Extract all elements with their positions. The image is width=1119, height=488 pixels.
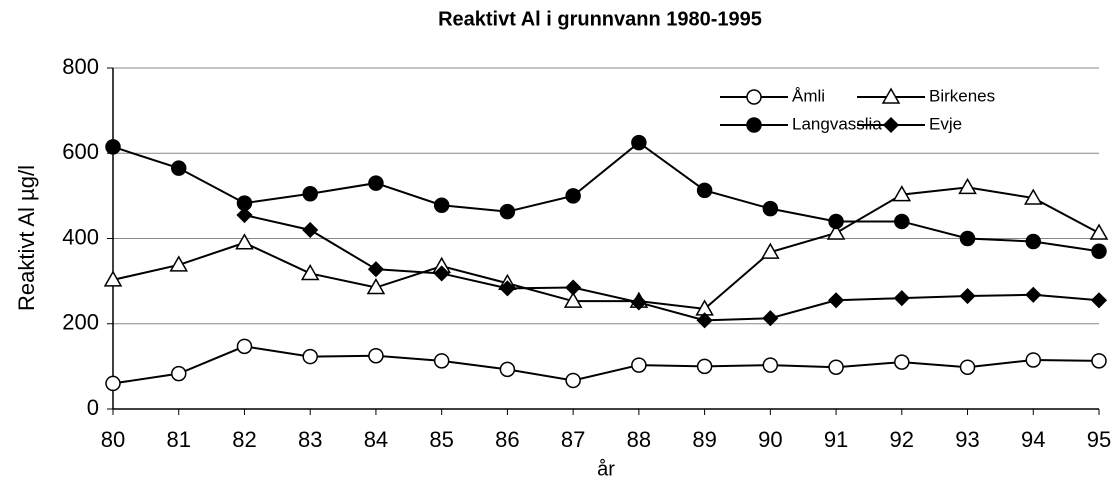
data-point [696, 358, 713, 375]
y-tick-label: 800 [62, 54, 99, 79]
data-point [433, 197, 450, 214]
data-point [1025, 352, 1042, 368]
data-point [366, 278, 386, 295]
y-tick-label: 200 [62, 310, 99, 335]
x-tick-label: 86 [495, 427, 519, 452]
y-tick-label: 400 [62, 224, 99, 249]
data-point [1089, 223, 1109, 240]
data-point [170, 160, 187, 176]
legend-marker [882, 116, 900, 134]
legend-marker [881, 87, 901, 104]
series-line [112, 186, 1100, 310]
data-point [893, 290, 910, 307]
x-tick-label: 91 [824, 427, 848, 452]
data-point [368, 175, 384, 191]
x-tick-label: 83 [298, 427, 322, 452]
data-point [302, 221, 319, 239]
x-tick-label: 85 [429, 427, 453, 452]
data-point [696, 182, 713, 199]
data-point [236, 338, 253, 355]
x-tick-label: 80 [101, 427, 125, 452]
data-point [1023, 188, 1043, 205]
data-point [1025, 233, 1042, 250]
data-point [368, 347, 384, 364]
data-point [565, 372, 581, 389]
data-point [958, 177, 977, 195]
data-point [169, 255, 189, 272]
data-point [826, 223, 846, 240]
data-point [1025, 286, 1042, 303]
data-point [894, 213, 910, 230]
data-point [959, 359, 976, 375]
data-point [1091, 353, 1107, 369]
data-point [892, 185, 912, 202]
x-axis-label: år [597, 458, 615, 480]
legend-label: Åmli [792, 86, 825, 105]
data-point [1090, 292, 1108, 309]
data-point [170, 365, 187, 382]
x-tick-label: 92 [890, 427, 914, 452]
data-point [828, 213, 844, 230]
data-point [762, 357, 779, 373]
data-point [302, 185, 318, 202]
data-point [828, 292, 845, 309]
data-point [499, 361, 516, 378]
legend-label: Langvasslia [792, 114, 882, 133]
data-point [696, 312, 713, 329]
data-point [300, 263, 320, 281]
data-point [433, 353, 450, 369]
legend-label: Birkenes [929, 86, 995, 105]
x-tick-label: 94 [1021, 427, 1045, 452]
data-point [894, 354, 910, 370]
series-line [244, 214, 1100, 322]
y-tick-label: 600 [62, 139, 99, 164]
x-tick-label: 84 [364, 427, 388, 452]
data-point [959, 287, 976, 305]
data-point [433, 265, 450, 282]
data-point [235, 233, 254, 250]
legend-marker [746, 117, 762, 133]
data-point [367, 261, 384, 278]
data-point [631, 134, 647, 151]
data-point [1091, 243, 1107, 260]
data-point [959, 230, 976, 247]
data-point [499, 280, 516, 297]
data-point [828, 359, 844, 375]
y-axis-label: Reaktivt Al µg/l [14, 165, 39, 311]
y-tick-label: 0 [87, 395, 99, 420]
data-point [565, 188, 581, 204]
x-tick-label: 93 [955, 427, 979, 452]
data-point [103, 270, 123, 287]
data-point [762, 310, 779, 327]
data-point [499, 203, 516, 220]
series-line [112, 141, 1100, 253]
x-tick-label: 87 [561, 427, 585, 452]
legend-label: Evje [929, 114, 962, 133]
data-point [105, 375, 121, 392]
x-tick-label: 81 [166, 427, 190, 452]
data-point [236, 206, 253, 224]
series-line [112, 345, 1100, 385]
x-tick-label: 95 [1087, 427, 1111, 452]
data-point [761, 242, 780, 259]
data-point [631, 357, 647, 373]
x-tick-label: 82 [232, 427, 256, 452]
legend-marker [746, 89, 762, 105]
data-point [105, 139, 121, 155]
data-point [762, 200, 779, 217]
data-point [302, 348, 318, 365]
data-point [565, 279, 582, 296]
x-tick-label: 88 [627, 427, 651, 452]
x-tick-label: 90 [758, 427, 782, 452]
data-point [563, 291, 583, 308]
chart-title: Reaktivt Al i grunnvann 1980-1995 [438, 8, 762, 30]
x-tick-label: 89 [692, 427, 716, 452]
data-point [630, 294, 647, 311]
